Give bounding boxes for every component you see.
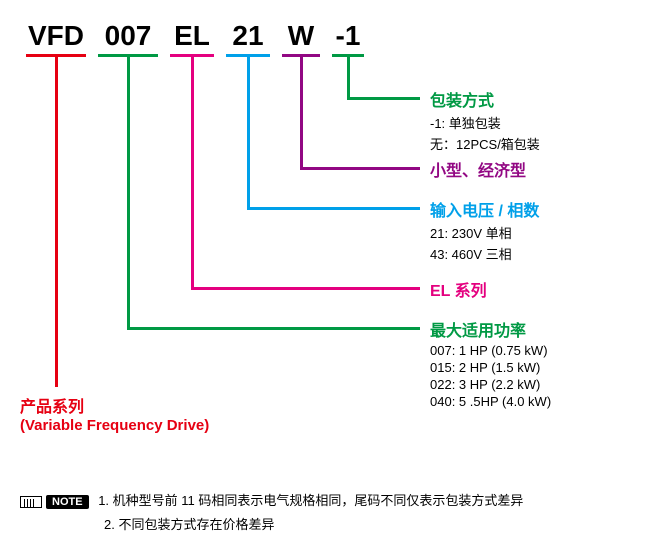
desc-line-3: 040: 5 .5HP (4.0 kW)	[430, 394, 551, 409]
pencil-icon	[20, 496, 42, 508]
desc-block-left: 产品系列(Variable Frequency Drive)	[20, 393, 209, 434]
desc-block-0: 包装方式 -1: 单独包装无：12PCS/箱包装	[430, 87, 540, 153]
code-segment-text: 007	[92, 20, 164, 52]
note-badge: NOTE	[46, 495, 89, 509]
desc-title-left: 产品系列	[20, 393, 209, 417]
desc-title: 输入电压 / 相数	[430, 197, 539, 221]
code-segment-text: VFD	[20, 20, 92, 52]
note-2: 2. 不同包装方式存在价格差异	[20, 514, 274, 533]
note-1: NOTE 1. 机种型号前 11 码相同表示电气规格相同，尾码不同仅表示包装方式…	[20, 490, 523, 509]
code-segment-5: -1	[326, 20, 370, 57]
conn-v-3	[191, 57, 194, 287]
desc-line-1: 无：12PCS/箱包装	[430, 134, 540, 153]
desc-title: EL 系列	[430, 277, 487, 301]
model-code-row: VFD007EL21W-1	[20, 20, 370, 57]
desc-block-3: EL 系列	[430, 277, 487, 301]
note-text-2: 2. 不同包装方式存在价格差异	[104, 517, 274, 532]
conn-v-4	[127, 57, 130, 327]
desc-block-1: 小型、经济型	[430, 157, 526, 181]
conn-v-2	[247, 57, 250, 207]
conn-v-1	[300, 57, 303, 167]
desc-title: 最大适用功率	[430, 317, 551, 341]
desc-line-2: 022: 3 HP (2.2 kW)	[430, 377, 551, 392]
code-segment-1: 007	[92, 20, 164, 57]
code-segment-2: EL	[164, 20, 220, 57]
desc-title: 包装方式	[430, 87, 540, 111]
conn-h-1	[300, 167, 420, 170]
code-segment-text: -1	[326, 20, 370, 52]
conn-v-left	[55, 57, 58, 387]
desc-line-0: 007: 1 HP (0.75 kW)	[430, 343, 551, 358]
desc-sub-left: (Variable Frequency Drive)	[20, 417, 209, 434]
conn-h-3	[191, 287, 420, 290]
code-segment-text: W	[276, 20, 326, 52]
code-segment-text: 21	[220, 20, 276, 52]
conn-h-2	[247, 207, 420, 210]
conn-h-4	[127, 327, 420, 330]
conn-v-0	[347, 57, 350, 97]
code-segment-text: EL	[164, 20, 220, 52]
desc-title: 小型、经济型	[430, 157, 526, 181]
desc-line-1: 015: 2 HP (1.5 kW)	[430, 360, 551, 375]
desc-line-1: 43: 460V 三相	[430, 244, 539, 263]
note-text-1: 1. 机种型号前 11 码相同表示电气规格相同，尾码不同仅表示包装方式差异	[98, 493, 523, 508]
desc-line-0: -1: 单独包装	[430, 113, 540, 132]
code-segment-4: W	[276, 20, 326, 57]
code-segment-3: 21	[220, 20, 276, 57]
desc-block-2: 输入电压 / 相数 21: 230V 单相 43: 460V 三相	[430, 197, 539, 263]
code-segment-0: VFD	[20, 20, 92, 57]
desc-line-0: 21: 230V 单相	[430, 223, 539, 242]
desc-block-4: 最大适用功率 007: 1 HP (0.75 kW) 015: 2 HP (1.5 …	[430, 317, 551, 409]
conn-h-0	[347, 97, 420, 100]
